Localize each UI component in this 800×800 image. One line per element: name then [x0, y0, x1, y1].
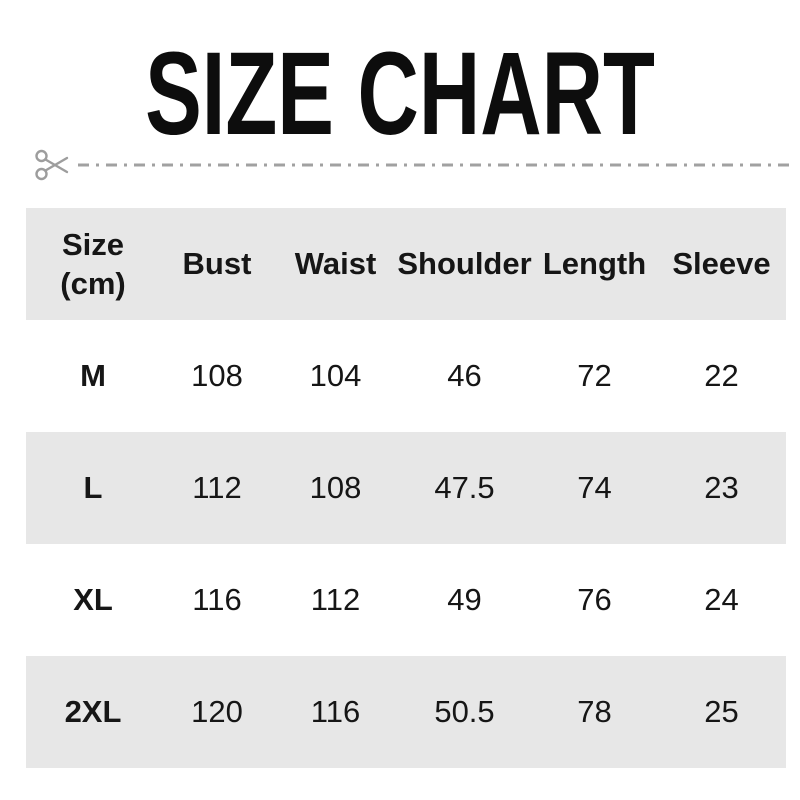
sleeve-cell: 22 [704, 358, 739, 393]
sleeve-cell: 25 [704, 694, 739, 729]
column-header-shoulder: Shoulder [397, 246, 532, 281]
shoulder-cell: 46 [447, 358, 482, 393]
column-header-sleeve: Sleeve [672, 246, 771, 281]
size-cell: 2XL [64, 694, 122, 729]
sleeve-cell: 23 [704, 470, 739, 505]
size-header-line1: Size [61, 227, 125, 262]
waist-cell: 108 [309, 470, 362, 505]
size-table: Size (cm) Bust Waist Shoulder Length Sle… [26, 208, 786, 768]
shoulder-cell: 50.5 [434, 694, 495, 729]
bust-cell: 112 [192, 470, 242, 505]
length-cell: 74 [577, 470, 612, 505]
column-header-waist: Waist [294, 246, 377, 281]
column-header-bust: Bust [182, 246, 252, 281]
waist-cell: 104 [309, 358, 362, 393]
table-row-xl: XL 116 112 49 76 24 [26, 544, 786, 656]
waist-cell: 116 [310, 694, 361, 729]
bust-cell: 108 [191, 358, 243, 393]
bust-cell: 120 [191, 694, 243, 729]
length-cell: 78 [577, 694, 612, 729]
bust-cell: 116 [192, 582, 242, 617]
size-cell: XL [73, 582, 113, 617]
length-cell: 76 [577, 582, 612, 617]
sleeve-cell: 24 [704, 582, 739, 617]
scissors-icon [35, 149, 69, 181]
table-row-m: M 108 104 46 72 22 [26, 320, 786, 432]
column-header-length: Length [542, 246, 647, 281]
column-header-size: Size (cm) [26, 208, 160, 320]
shoulder-cell: 49 [447, 582, 482, 617]
table-row-l: L 112 108 47.5 74 23 [26, 432, 786, 544]
length-cell: 72 [577, 358, 612, 393]
size-cell: L [83, 470, 103, 505]
shoulder-cell: 47.5 [434, 470, 495, 505]
table-header-row: Size (cm) Bust Waist Shoulder Length Sle… [26, 208, 786, 320]
waist-cell: 112 [310, 582, 361, 617]
page-title: SIZE CHART [145, 28, 655, 160]
size-cell: M [80, 358, 106, 393]
size-header-line2: (cm) [60, 266, 126, 301]
table-row-2xl: 2XL 120 116 50.5 78 25 [26, 656, 786, 768]
cut-line-divider [35, 149, 796, 181]
